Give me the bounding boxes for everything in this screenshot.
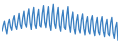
chart: [0, 0, 120, 45]
plot-area: [2, 4, 118, 40]
series-line: [2, 4, 118, 40]
